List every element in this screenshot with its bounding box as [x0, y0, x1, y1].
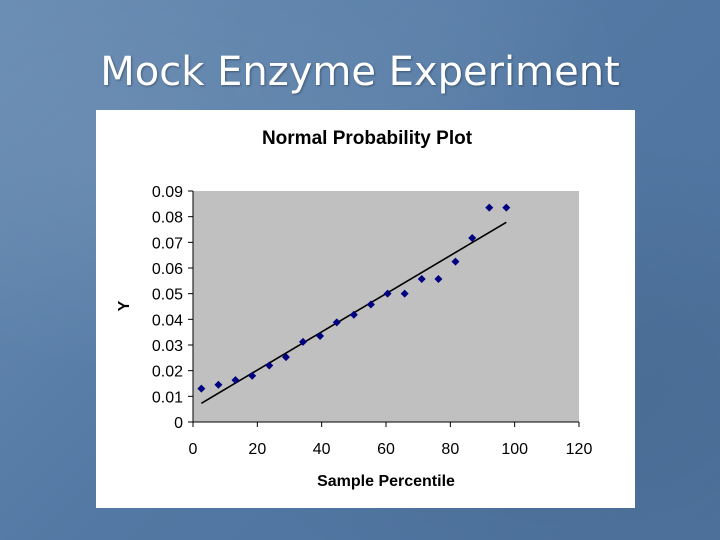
- data-point: [231, 376, 240, 385]
- data-points: [197, 203, 511, 393]
- data-point: [434, 275, 443, 284]
- chart-title: Normal Probability Plot: [262, 128, 473, 149]
- data-point: [485, 203, 494, 212]
- y-tick-label: 0.01: [152, 389, 183, 406]
- x-tick-label: 80: [441, 441, 459, 458]
- data-point: [502, 203, 511, 212]
- x-tick-label: 0: [189, 441, 198, 458]
- x-tick-label: 120: [566, 441, 593, 458]
- x-tick-label: 40: [313, 441, 331, 458]
- slide-title: Mock Enzyme Experiment: [100, 49, 620, 95]
- data-point: [451, 257, 460, 266]
- y-axis-label: Y: [116, 300, 133, 311]
- y-tick-label: 0.02: [152, 364, 183, 381]
- y-tick-label: 0.07: [152, 235, 183, 252]
- data-point: [281, 353, 290, 362]
- y-tick-label: 0.06: [152, 261, 183, 278]
- data-point: [349, 310, 358, 319]
- y-tick-label: 0.05: [152, 287, 183, 304]
- y-tick-label: 0: [174, 415, 183, 432]
- x-tick-label: 60: [377, 441, 395, 458]
- data-point: [383, 289, 392, 298]
- data-point: [468, 233, 477, 242]
- data-point: [214, 380, 223, 389]
- y-tick-label: 0.04: [152, 312, 183, 329]
- data-point: [417, 275, 426, 284]
- x-axis-ticks: 0 20 40 60 80 100 120: [189, 422, 593, 458]
- plot-area: [193, 191, 579, 422]
- data-point: [265, 361, 274, 370]
- y-tick-label: 0.09: [152, 184, 183, 201]
- x-tick-label: 100: [501, 441, 528, 458]
- x-axis-label: Sample Percentile: [317, 473, 455, 490]
- x-tick-label: 20: [248, 441, 266, 458]
- data-point: [299, 337, 308, 346]
- y-tick-label: 0.03: [152, 338, 183, 355]
- y-tick-label: 0.08: [152, 210, 183, 227]
- data-point: [366, 300, 375, 309]
- y-axis-ticks: 0 0.01 0.02 0.03 0.04 0.05 0.06 0.07 0.08 0.09: [152, 184, 193, 432]
- data-point: [316, 332, 325, 341]
- data-point: [248, 371, 257, 380]
- chart-panel: Normal Probability Plot 0 20 40 60 80 100 120 …: [96, 110, 635, 508]
- data-point: [400, 289, 409, 298]
- probability-plot: Normal Probability Plot 0 20 40 60 80 100 120 …: [116, 128, 593, 490]
- data-point: [197, 384, 206, 393]
- data-point: [332, 318, 341, 327]
